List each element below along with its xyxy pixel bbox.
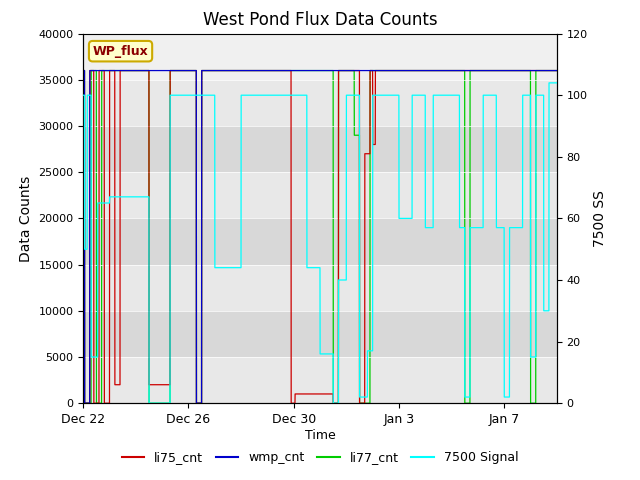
Bar [83, 34, 557, 80]
Bar [83, 34, 557, 80]
Bar [83, 172, 557, 218]
Bar [83, 80, 557, 126]
Legend: li75_cnt, wmp_cnt, li77_cnt, 7500 Signal: li75_cnt, wmp_cnt, li77_cnt, 7500 Signal [117, 446, 523, 469]
Bar [83, 357, 557, 403]
Bar [83, 264, 557, 311]
Y-axis label: Data Counts: Data Counts [19, 175, 33, 262]
Bar [83, 126, 557, 172]
Title: West Pond Flux Data Counts: West Pond Flux Data Counts [203, 11, 437, 29]
Bar [83, 311, 557, 357]
Y-axis label: 7500 SS: 7500 SS [593, 190, 607, 247]
X-axis label: Time: Time [305, 429, 335, 442]
Text: WP_flux: WP_flux [93, 45, 148, 58]
Bar [83, 218, 557, 264]
